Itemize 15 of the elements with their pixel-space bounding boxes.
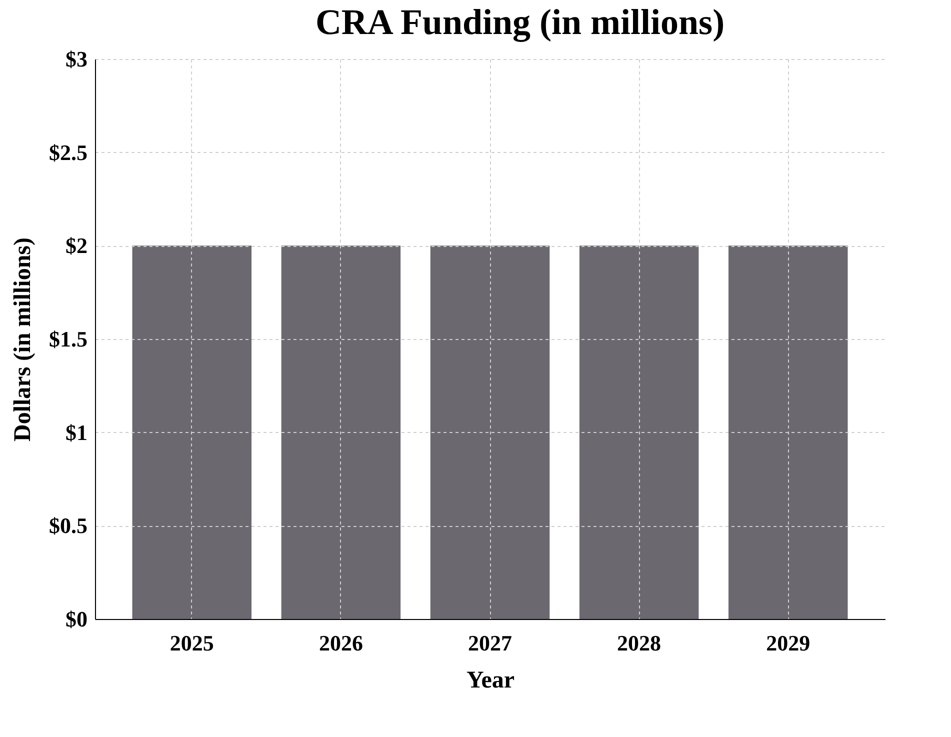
chart-title: CRA Funding (in millions) xyxy=(315,2,725,42)
x-tick-label: 2026 xyxy=(318,630,363,656)
x-axis-title: Year xyxy=(466,668,515,694)
x-tick-label: 2029 xyxy=(766,630,810,656)
y-tick-label: $1.5 xyxy=(49,326,88,352)
y-tick-label: $1 xyxy=(66,420,88,445)
y-tick-label: $2 xyxy=(66,233,88,258)
y-axis-title: Dollars (in millions) xyxy=(10,237,36,442)
y-tick-label: $0 xyxy=(66,606,88,632)
y-tick-label: $0.5 xyxy=(49,513,88,538)
x-tick-label: 2027 xyxy=(468,630,512,656)
x-tick-label: 2025 xyxy=(170,630,214,656)
y-tick-label: $3 xyxy=(66,46,88,72)
x-tick-label: 2028 xyxy=(617,630,662,656)
y-tick-label: $2.5 xyxy=(49,140,88,165)
